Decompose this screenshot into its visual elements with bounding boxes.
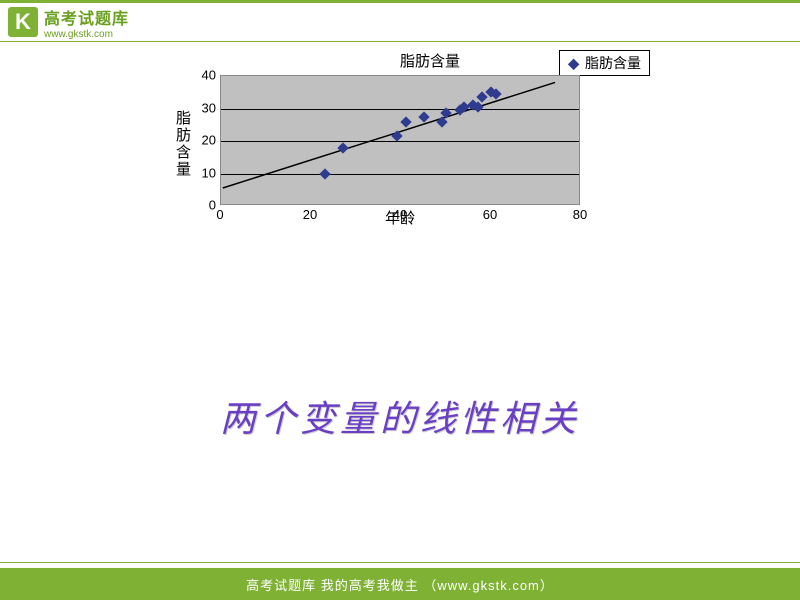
logo-title-cn: 高考试题库: [44, 5, 129, 29]
data-point: [337, 142, 348, 153]
data-point: [319, 168, 330, 179]
slide-title: 两个变量的线性相关: [0, 390, 800, 442]
chart-plot-area: [220, 75, 580, 205]
chart-ylabel: 脂肪含量: [172, 110, 193, 178]
data-point: [400, 116, 411, 127]
xtick-label: 40: [393, 207, 407, 222]
gridline: [221, 174, 579, 175]
trend-line: [221, 76, 579, 204]
ytick-label: 10: [202, 165, 216, 180]
logo-title-en: www.gkstk.com: [44, 29, 129, 40]
ytick-label: 0: [209, 198, 216, 213]
ytick-label: 20: [202, 133, 216, 148]
logo-text: 高考试题库 www.gkstk.com: [44, 5, 129, 40]
xtick-label: 0: [216, 207, 223, 222]
legend-label: 脂肪含量: [585, 53, 641, 73]
xtick-label: 60: [483, 207, 497, 222]
ytick-label: 40: [202, 68, 216, 83]
plot-wrapper: 年龄 010203040020406080: [220, 75, 580, 228]
footer-banner: 高考试题库 我的高考我做主 （www.gkstk.com）: [0, 566, 800, 600]
chart-container: 脂肪含量 ◆ 脂肪含量 脂肪含量 年龄 010203040020406080: [160, 50, 640, 270]
xtick-label: 80: [573, 207, 587, 222]
gridline: [221, 109, 579, 110]
chart-legend: ◆ 脂肪含量: [559, 50, 650, 76]
logo-icon: K: [8, 7, 38, 37]
data-point: [418, 111, 429, 122]
gridline: [221, 141, 579, 142]
footer-text: 高考试题库 我的高考我做主 （www.gkstk.com）: [246, 575, 554, 594]
xtick-label: 20: [303, 207, 317, 222]
ytick-label: 30: [202, 100, 216, 115]
legend-marker-icon: ◆: [568, 55, 579, 72]
header-banner: K 高考试题库 www.gkstk.com: [0, 0, 800, 42]
